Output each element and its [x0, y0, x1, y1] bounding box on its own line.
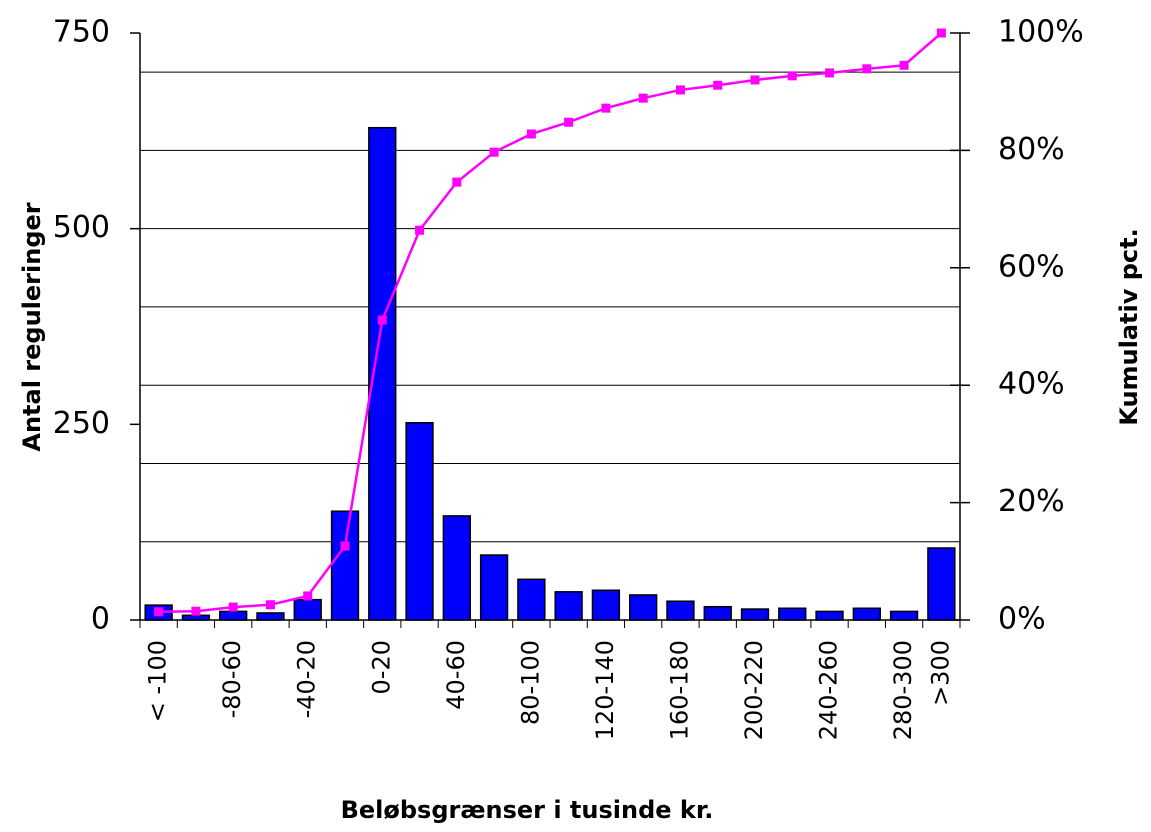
marker	[601, 103, 611, 113]
bar	[815, 610, 844, 621]
x-tick-label: 0-20	[367, 640, 395, 694]
bar	[703, 605, 732, 621]
y2-tick-label: 80%	[998, 132, 1065, 167]
marker	[340, 541, 350, 551]
marker	[787, 71, 797, 81]
y-tick-label: 750	[53, 15, 110, 50]
x-tick-label: 160-180	[665, 640, 693, 740]
marker	[675, 85, 685, 95]
marker	[638, 93, 648, 103]
bar	[740, 608, 770, 621]
bar	[517, 578, 546, 621]
y-tick-label: 250	[53, 406, 110, 441]
y2-tick-label: 0%	[998, 602, 1046, 637]
bar	[629, 594, 658, 621]
marker	[415, 225, 425, 235]
x-tick-label: 40-60	[442, 640, 470, 710]
marker	[489, 147, 499, 157]
marker	[265, 600, 275, 610]
bar	[554, 591, 583, 621]
bar	[181, 614, 211, 621]
bar	[778, 607, 807, 621]
x-tick-label: 240-260	[815, 640, 843, 740]
x-axis-title: Beløbsgrænser i tusinde kr.	[341, 796, 714, 824]
marker	[191, 606, 201, 616]
bar	[405, 422, 434, 621]
y2-tick-label: 20%	[998, 484, 1065, 519]
marker	[377, 315, 387, 325]
x-tick-label: >300	[926, 640, 954, 706]
y2-tick-label: 40%	[998, 367, 1065, 402]
x-tick-label: 80-100	[516, 640, 544, 725]
y-axis-title: Antal reguleringer	[18, 202, 46, 451]
x-tick-label: < -100	[144, 640, 172, 722]
marker	[936, 28, 946, 38]
marker	[825, 68, 835, 78]
x-tick-label: 120-140	[591, 640, 619, 740]
bar	[591, 589, 621, 621]
marker	[303, 591, 313, 601]
bar	[442, 515, 471, 621]
y2-tick-label: 100%	[998, 15, 1084, 50]
x-tick-label: 280-300	[889, 640, 917, 740]
x-tick-label: -80-60	[218, 640, 246, 718]
marker	[526, 129, 536, 139]
bar	[666, 600, 695, 621]
y-tick-label: 500	[53, 210, 110, 245]
bar	[889, 610, 919, 621]
bar	[256, 612, 285, 621]
bar	[852, 607, 881, 621]
bar	[330, 510, 360, 621]
x-tick-label: -40-20	[293, 640, 321, 718]
marker	[564, 117, 574, 127]
y-tick-label: 0	[91, 602, 110, 637]
marker	[452, 177, 462, 187]
y2-axis-title: Kumulativ pct.	[1115, 228, 1143, 425]
y2-tick-label: 60%	[998, 249, 1065, 284]
marker	[713, 80, 723, 90]
bar	[927, 547, 956, 621]
marker	[154, 607, 164, 617]
bar	[219, 610, 248, 621]
line	[158, 32, 943, 614]
marker	[862, 64, 872, 74]
bar	[293, 598, 322, 621]
bar	[479, 554, 509, 621]
marker	[750, 75, 760, 85]
x-tick-label: 200-220	[740, 640, 768, 740]
marker	[899, 60, 909, 70]
marker	[228, 602, 238, 612]
